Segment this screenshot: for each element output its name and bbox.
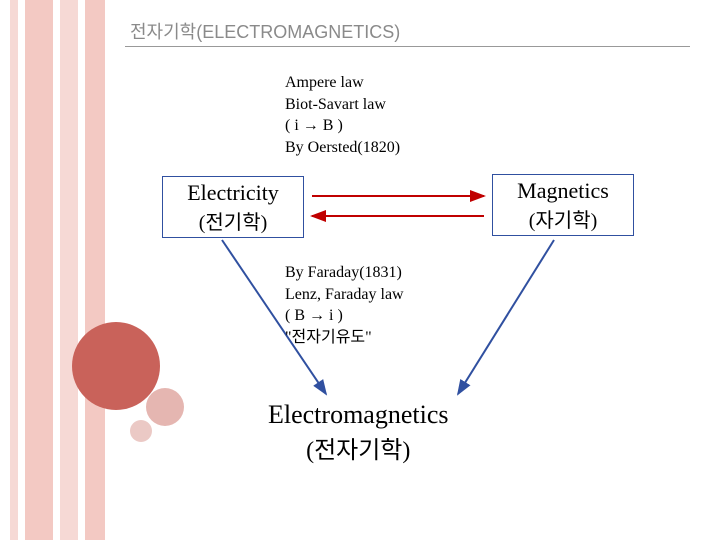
slide-title: 전자기학(ELECTROMAGNETICS) <box>130 18 400 44</box>
faraday-line-2: Lenz, Faraday law <box>285 284 404 306</box>
magnetics-sublabel: (자기학) <box>529 204 598 233</box>
ampere-line-4: By Oersted(1820) <box>285 137 400 159</box>
electromagnetics-box: Electromagnetics (전자기학) <box>268 400 448 465</box>
faraday-line-1: By Faraday(1831) <box>285 262 404 284</box>
faraday-line-4: "전자기유도" <box>285 327 404 349</box>
stripe-1 <box>10 0 18 540</box>
title-underline <box>125 46 690 47</box>
background-stripes <box>0 0 120 540</box>
electricity-sublabel: (전기학) <box>199 206 268 235</box>
electromagnetics-sublabel: (전자기학) <box>268 430 448 465</box>
stripe-2 <box>25 0 53 540</box>
magnetics-box: Magnetics (자기학) <box>492 174 634 236</box>
stripe-4 <box>85 0 105 540</box>
faraday-line-3: ( B → i ) <box>285 305 404 327</box>
decor-circle-small <box>130 420 152 442</box>
electricity-label: Electricity <box>187 180 279 206</box>
electromagnetics-label: Electromagnetics <box>268 400 448 430</box>
ampere-line-2: Biot-Savart law <box>285 94 400 116</box>
ampere-line-3: ( i → B ) <box>285 115 400 137</box>
electricity-box: Electricity (전기학) <box>162 176 304 238</box>
arrow-mag-to-em <box>458 240 554 394</box>
faraday-text-block: By Faraday(1831) Lenz, Faraday law ( B →… <box>285 262 404 348</box>
decor-circle-large <box>72 322 160 410</box>
magnetics-label: Magnetics <box>517 178 609 204</box>
stripe-3 <box>60 0 78 540</box>
ampere-line-1: Ampere law <box>285 72 400 94</box>
decor-circle-medium <box>146 388 184 426</box>
ampere-text-block: Ampere law Biot-Savart law ( i → B ) By … <box>285 72 400 158</box>
